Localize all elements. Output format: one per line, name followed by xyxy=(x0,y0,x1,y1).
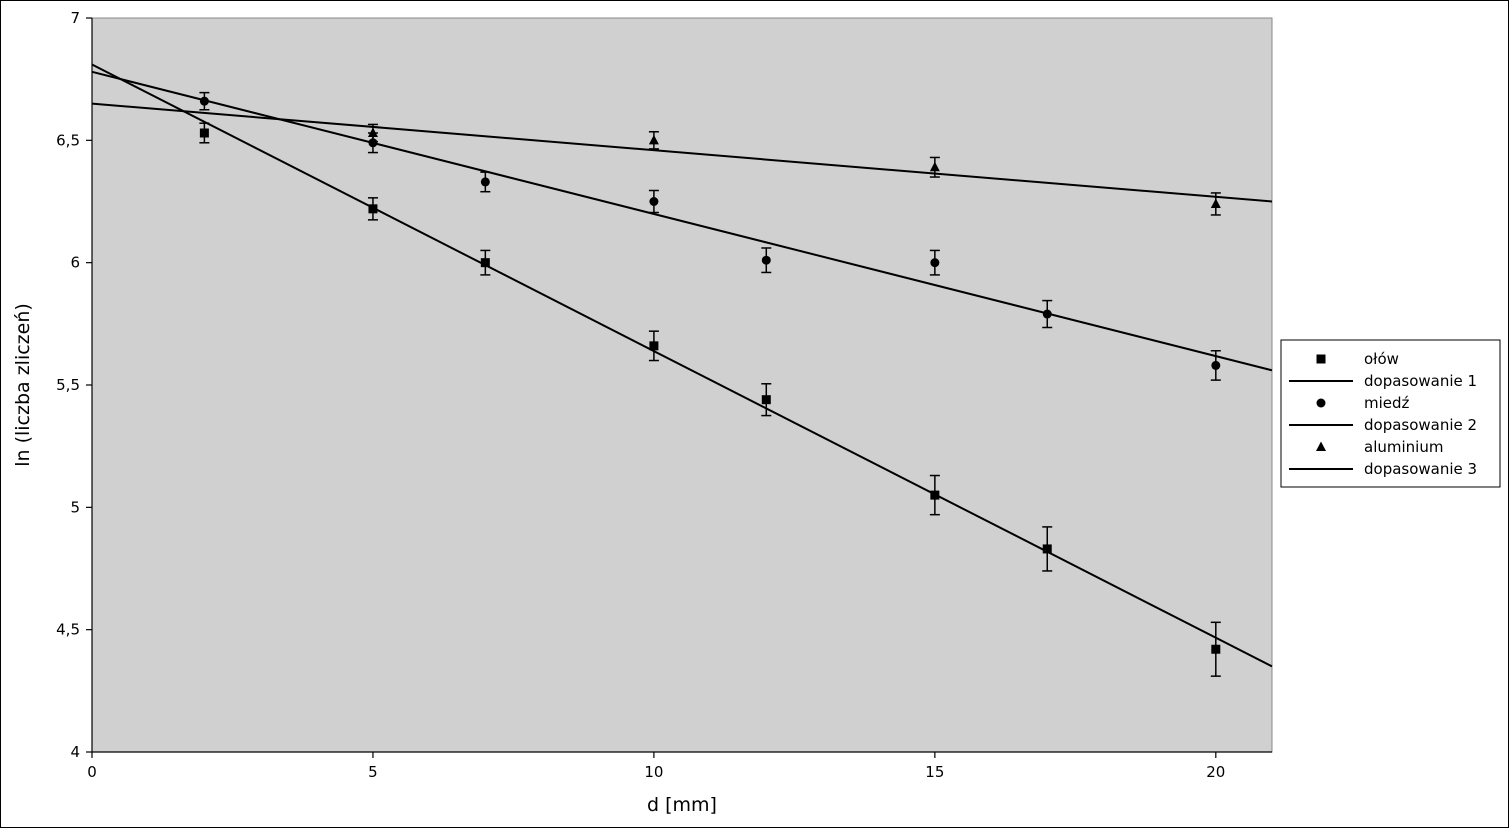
legend-marker xyxy=(1316,441,1326,451)
legend: ołów dopasowanie 1 miedź dopasowanie 2 alumi… xyxy=(1280,339,1501,488)
fit-line-3 xyxy=(91,102,1273,203)
legend-marker xyxy=(1316,354,1326,364)
y-tick-label: 5,5 xyxy=(56,376,80,394)
legend-label: dopasowanie 3 xyxy=(1364,460,1477,478)
fit-line-2 xyxy=(91,70,1273,372)
data-point-series-2 xyxy=(199,96,209,106)
data-point-series-2 xyxy=(761,255,771,265)
data-point-series-3 xyxy=(367,127,378,137)
legend-label: dopasowanie 2 xyxy=(1364,416,1477,434)
fit-line-1 xyxy=(91,63,1273,668)
data-point-series-1 xyxy=(1042,544,1052,554)
y-tick-label: 7 xyxy=(70,9,80,27)
y-tick-label: 5 xyxy=(70,498,80,516)
legend-marker xyxy=(1316,398,1326,408)
data-point-series-1 xyxy=(480,258,490,268)
legend-label: dopasowanie 1 xyxy=(1364,372,1477,390)
axes: 4 4,5 5 5,5 6 6,5 7 0 5 10 15 20 xyxy=(56,9,1272,781)
data-point-series-1 xyxy=(649,341,659,351)
y-tick-label: 4 xyxy=(70,743,80,761)
data-points xyxy=(199,91,1221,677)
plot-area xyxy=(91,17,1273,753)
x-tick-label: 5 xyxy=(368,763,378,781)
y-tick-label: 6 xyxy=(70,254,80,272)
fit-lines xyxy=(91,63,1273,668)
data-point-series-2 xyxy=(930,258,940,268)
data-point-series-2 xyxy=(480,177,490,187)
x-axis-title: d [mm] xyxy=(647,794,717,816)
x-tick-label: 15 xyxy=(925,763,944,781)
x-tick-label: 0 xyxy=(87,763,97,781)
legend-box xyxy=(1280,339,1501,488)
data-point-series-1 xyxy=(1211,644,1221,654)
data-point-series-1 xyxy=(368,204,378,214)
data-point-series-2 xyxy=(1042,309,1052,319)
legend-label: miedź xyxy=(1364,394,1410,412)
data-point-series-2 xyxy=(1211,360,1221,370)
data-point-series-2 xyxy=(649,197,659,206)
legend-label: ołów xyxy=(1364,350,1399,368)
data-point-series-1 xyxy=(761,395,771,405)
data-point-series-3 xyxy=(648,134,659,145)
data-point-series-1 xyxy=(930,490,940,500)
y-axis-title: ln (liczba zliczeń) xyxy=(12,303,34,467)
x-tick-label: 20 xyxy=(1206,763,1225,781)
data-point-series-3 xyxy=(929,161,940,172)
x-tick-label: 10 xyxy=(644,763,663,781)
data-point-series-3 xyxy=(1210,198,1221,208)
legend-label: aluminium xyxy=(1364,438,1443,456)
data-point-series-1 xyxy=(199,128,209,138)
y-tick-label: 4,5 xyxy=(56,621,80,639)
y-tick-label: 6,5 xyxy=(56,131,80,149)
data-point-series-2 xyxy=(368,138,378,148)
